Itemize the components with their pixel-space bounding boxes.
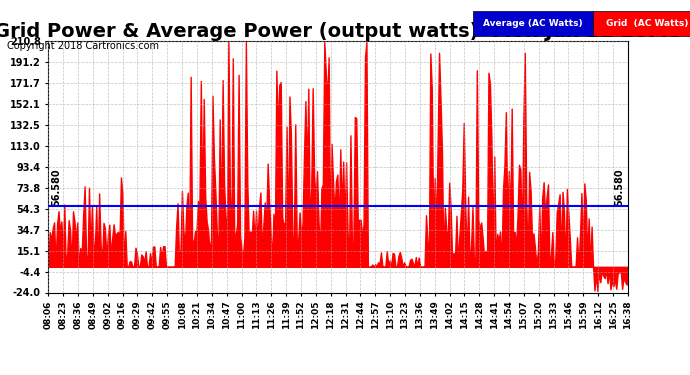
Text: Copyright 2018 Cartronics.com: Copyright 2018 Cartronics.com [7,41,159,51]
Title: Grid Power & Average Power (output watts)  Mon Jan 22 16:43: Grid Power & Average Power (output watts… [0,22,682,41]
Text: Grid  (AC Watts): Grid (AC Watts) [606,19,688,28]
Text: 56.580: 56.580 [51,169,61,206]
Text: Average (AC Watts): Average (AC Watts) [483,19,583,28]
Text: 56.580: 56.580 [614,169,624,206]
